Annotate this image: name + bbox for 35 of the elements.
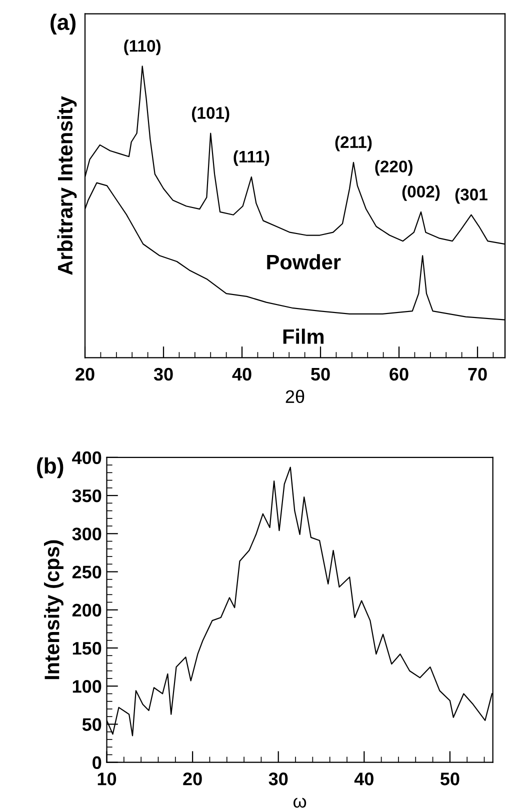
x-axis-title: 2θ <box>286 390 304 404</box>
series-label: Film <box>283 328 324 344</box>
annotation: (002) <box>402 185 440 201</box>
y-tick-label: 100 <box>72 680 102 693</box>
annotation: (110) <box>124 40 160 56</box>
annotation: (111) <box>234 150 270 166</box>
annotation: (101) <box>192 106 230 122</box>
x-tick-label: 40 <box>354 772 374 786</box>
y-tick-label: 0 <box>92 756 102 770</box>
x-tick-label: 50 <box>440 772 460 786</box>
chart-title: (b) <box>37 457 64 478</box>
series-label: Powder <box>267 254 341 270</box>
annotation: (211) <box>335 136 372 152</box>
y-tick-label: 150 <box>72 642 102 655</box>
annotation: (220) <box>375 160 412 176</box>
y-axis-title: Arbitrary Intensity <box>57 96 77 275</box>
x-tick-label: 30 <box>268 772 288 786</box>
y-tick-label: 250 <box>72 566 102 578</box>
chart-title: (a) <box>50 14 76 34</box>
x-tick-label: 60 <box>390 368 408 381</box>
y-tick-label: 300 <box>72 528 102 540</box>
x-tick-label: 10 <box>98 772 116 786</box>
x-axis-title: ω <box>293 798 306 808</box>
x-tick-label: 20 <box>183 772 202 786</box>
y-tick-label: 350 <box>72 489 102 502</box>
x-tick-label: 30 <box>154 368 173 381</box>
y-tick-label: 50 <box>82 718 102 731</box>
x-tick-label: 20 <box>76 368 94 381</box>
x-tick-label: 50 <box>311 368 330 381</box>
annotation: (301 <box>455 188 488 204</box>
x-tick-label: 40 <box>232 368 252 381</box>
x-tick-label: 70 <box>468 368 487 381</box>
y-tick-label: 200 <box>72 604 102 617</box>
y-tick-label: 400 <box>72 451 102 464</box>
y-axis-title: Intensity (cps) <box>44 540 64 680</box>
